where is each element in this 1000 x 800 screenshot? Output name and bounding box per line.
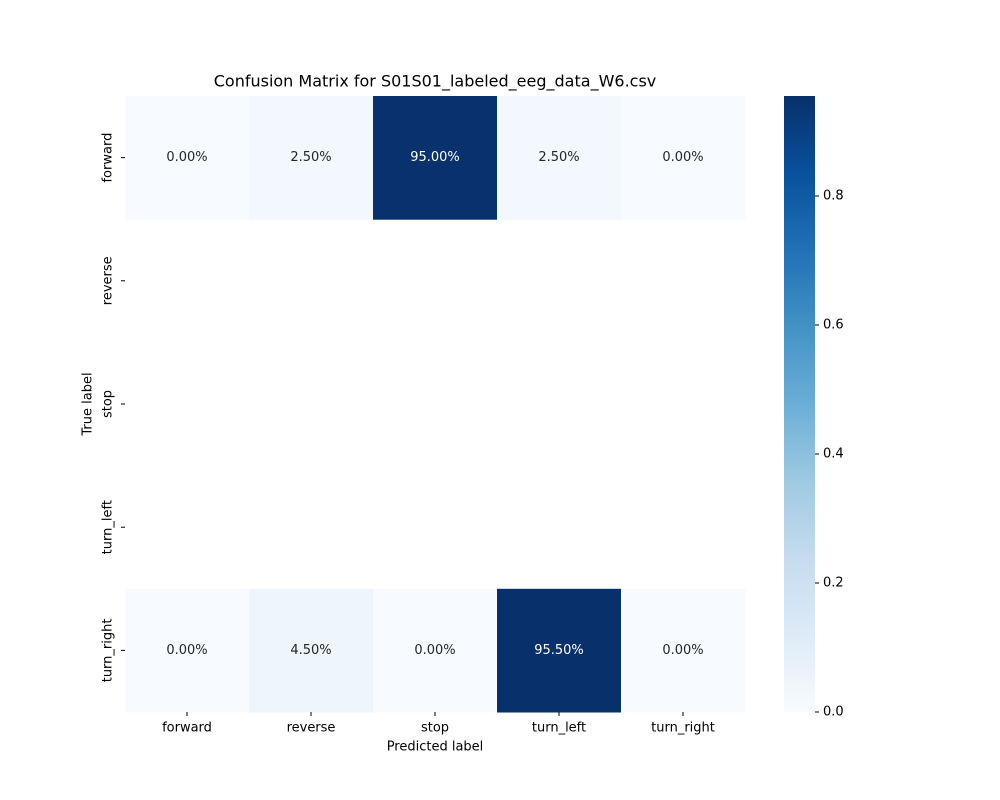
x-tick-label: turn_right: [651, 721, 715, 736]
y-tick-label: reverse: [101, 256, 116, 305]
cell-label: 0.00%: [166, 150, 207, 165]
colorbar-tick-label: 0.6: [823, 317, 844, 332]
colorbar-tick-label: 0.0: [823, 705, 844, 720]
cell-label: 0.00%: [662, 150, 703, 165]
cell-label: 0.00%: [414, 643, 455, 658]
cell-label: 0.00%: [662, 643, 703, 658]
heatmap-cell: [621, 96, 746, 220]
colorbar-tick-label: 0.4: [823, 446, 844, 461]
y-tick-label: forward: [101, 133, 116, 183]
heatmap-cell: [497, 96, 622, 220]
heatmap-cell: [373, 96, 498, 220]
cell-label: 0.00%: [166, 643, 207, 658]
cell-label: 2.50%: [290, 150, 331, 165]
x-axis-label: Predicted label: [387, 740, 484, 755]
y-tick-label: turn_right: [101, 619, 116, 683]
colorbar-tick-label: 0.8: [823, 188, 844, 203]
chart-title: Confusion Matrix for S01S01_labeled_eeg_…: [214, 72, 657, 92]
heatmap-cell: [125, 588, 250, 713]
heatmap-cell: [249, 588, 374, 713]
y-axis-label: True label: [81, 372, 96, 436]
heatmap-cell: [249, 96, 374, 220]
x-tick-label: stop: [421, 721, 449, 736]
heatmap-cell: [373, 588, 498, 713]
x-tick-label: reverse: [287, 721, 336, 736]
cell-label: 4.50%: [290, 643, 331, 658]
colorbar: [784, 96, 815, 712]
cell-label: 2.50%: [538, 150, 579, 165]
cell-label: 95.50%: [534, 643, 584, 658]
heatmap-cell: [621, 588, 746, 713]
colorbar-tick-label: 0.2: [823, 575, 844, 590]
cell-label: 95.00%: [410, 150, 460, 165]
x-tick-label: turn_left: [532, 721, 586, 736]
y-tick-label: stop: [101, 390, 116, 418]
y-tick-label: turn_left: [101, 500, 116, 554]
heatmap-cell: [125, 96, 250, 220]
heatmap-cell: [497, 588, 622, 713]
x-tick-label: forward: [162, 721, 212, 736]
